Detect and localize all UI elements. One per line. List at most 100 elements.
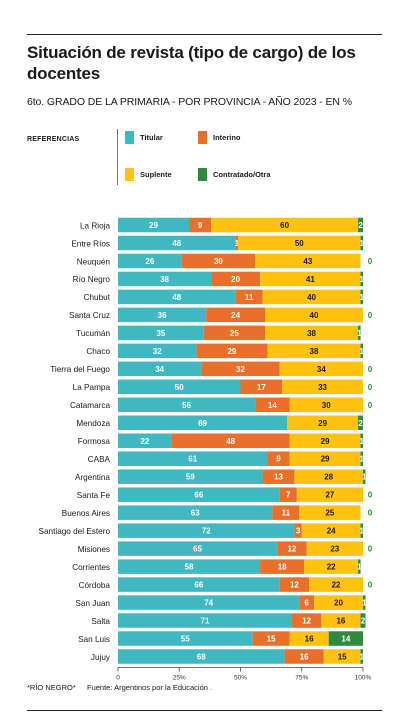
value-label-jujuy-suplente: 15: [338, 653, 347, 662]
bar-formosa-titular: [118, 433, 172, 448]
bar-tierra-del-fuego-interino: [201, 361, 280, 377]
value-label-tierra-del-fuego-titular: 34: [155, 365, 164, 374]
bar-chubut-suplente: [262, 289, 361, 305]
legend-label-titular: Titular: [140, 133, 163, 142]
bar-san-luis-contratado-otra: [328, 631, 363, 646]
chart-title: Situación de revista (tipo de cargo) de …: [27, 43, 356, 83]
value-label-misiones-titular: 65: [193, 545, 202, 554]
bar-salta-titular: [118, 613, 292, 628]
bar-santiago-del-estero-interino: [294, 523, 302, 538]
category-label-jujuy: Jujuy: [91, 653, 111, 662]
value-label-neuquen-interino: 30: [214, 257, 223, 266]
bar-rio-negro-suplente: [260, 271, 361, 287]
bar-buenos-aires-interino: [272, 505, 300, 520]
bar-tucuman-titular: [118, 325, 204, 341]
bar-santa-fe-titular: [118, 487, 280, 502]
bar-catamarca-suplente: [289, 397, 363, 413]
bar-caba-titular: [118, 451, 268, 466]
value-label-salta-titular: 71: [201, 617, 210, 626]
x-tick-label-2: 50%: [234, 675, 247, 681]
bar-santa-cruz-interino: [206, 307, 265, 323]
bar-entre-rios-suplente: [238, 235, 361, 251]
value-label-entre-rios-interino: 1: [235, 239, 240, 248]
value-label-chaco-contratado-otra: 1: [360, 347, 365, 356]
legend-label-interino: Interino: [213, 133, 241, 142]
legend-label-suplente: Suplente: [140, 170, 172, 179]
value-label-argentina-contratado-otra: 1: [362, 473, 367, 482]
value-label-san-luis-titular: 55: [181, 635, 190, 644]
value-label-tierra-del-fuego-interino: 32: [236, 365, 245, 374]
bar-mendoza-suplente: [287, 415, 359, 431]
value-label-entre-rios-contratado-otra: 1: [360, 239, 365, 248]
value-label-chaco-interino: 29: [227, 347, 236, 356]
bar-argentina-suplente: [294, 469, 363, 484]
value-label-buenos-aires-suplente: 25: [325, 509, 334, 518]
bar-buenos-aires-titular: [118, 505, 273, 520]
category-label-tierra-del-fuego: Tierra del Fuego: [50, 365, 110, 374]
value-label-caba-contratado-otra: 1: [360, 455, 365, 464]
category-label-caba: CABA: [88, 455, 111, 464]
value-label-cordoba-suplente: 22: [332, 581, 341, 590]
bar-jujuy-titular: [118, 649, 285, 664]
bar-caba-contratado-otra: [360, 451, 363, 466]
value-label-santa-cruz-suplente: 40: [310, 311, 319, 320]
category-label-tucuman: Tucumán: [76, 329, 110, 338]
bar-santa-cruz-titular: [118, 307, 207, 323]
x-tick-label-4: 100%: [355, 675, 372, 681]
x-tick-label-3: 75%: [295, 675, 308, 681]
bar-neuquen-titular: [118, 253, 182, 269]
value-label-chubut-titular: 48: [172, 293, 181, 302]
category-label-la-rioja: La Rioja: [80, 221, 110, 230]
value-label-caba-titular: 61: [188, 455, 197, 464]
value-label-chubut-contratado-otra: 1: [360, 293, 365, 302]
bar-argentina-contratado-otra: [363, 469, 366, 484]
value-label-catamarca-titular: 56: [182, 401, 191, 410]
bar-entre-rios-titular: [118, 235, 236, 251]
value-label-neuquen-suplente: 43: [303, 257, 312, 266]
legend-divider: [117, 129, 118, 185]
bar-la-rioja-titular: [118, 217, 190, 233]
bar-misiones-suplente: [306, 541, 363, 556]
value-label-salta-suplente: 16: [336, 617, 345, 626]
legend-swatch-titular: [125, 131, 134, 144]
value-label-neuquen-titular: 26: [145, 257, 154, 266]
bar-chaco-suplente: [267, 343, 361, 359]
bar-santa-fe-suplente: [296, 487, 363, 502]
bar-chubut-interino: [235, 289, 263, 305]
value-label-salta-interino: 12: [302, 617, 311, 626]
value-label-la-pampa-interino: 17: [257, 383, 266, 392]
category-label-santa-cruz: Santa Cruz: [69, 311, 110, 320]
bar-chubut-titular: [118, 289, 236, 305]
legend-item-suplente: Suplente: [125, 168, 172, 181]
bar-cordoba-interino: [279, 577, 310, 592]
value-label-formosa-suplente: 29: [321, 437, 330, 446]
bar-buenos-aires-suplente: [299, 505, 361, 520]
bar-jujuy-suplente: [323, 649, 361, 664]
category-label-san-juan: San Juan: [75, 599, 110, 608]
value-label-la-rioja-titular: 29: [149, 221, 158, 230]
bar-la-pampa-suplente: [282, 379, 363, 395]
value-label-jujuy-contratado-otra: 1: [360, 653, 365, 662]
value-label-santiago-del-estero-titular: 72: [202, 527, 211, 536]
footnote: *RÍO NEGRO*: [27, 683, 76, 692]
bar-la-rioja-interino: [189, 217, 212, 233]
bar-la-pampa-interino: [240, 379, 283, 395]
value-label-chubut-suplente: 40: [307, 293, 316, 302]
value-label-chubut-interino: 11: [245, 293, 254, 302]
bar-caba-interino: [267, 451, 290, 466]
bar-la-rioja-contratado-otra: [358, 217, 363, 233]
value-label-la-pampa-titular: 50: [175, 383, 184, 392]
value-label-tierra-del-fuego-contratado-otra: 0: [368, 365, 373, 374]
value-label-la-pampa-contratado-otra: 0: [368, 383, 373, 392]
bar-neuquen-suplente: [255, 253, 361, 269]
legend-swatch-suplente: [125, 168, 134, 181]
value-label-formosa-contratado-otra: 1: [360, 437, 365, 446]
legend-swatch-contratado: [198, 168, 207, 181]
value-label-buenos-aires-titular: 63: [191, 509, 200, 518]
value-label-buenos-aires-contratado-otra: 0: [368, 509, 373, 518]
value-label-santa-fe-suplente: 27: [325, 491, 334, 500]
bar-cordoba-titular: [118, 577, 280, 592]
legend-label-contratado: Contratado/Otra: [213, 170, 271, 179]
value-label-san-luis-interino: 15: [267, 635, 276, 644]
